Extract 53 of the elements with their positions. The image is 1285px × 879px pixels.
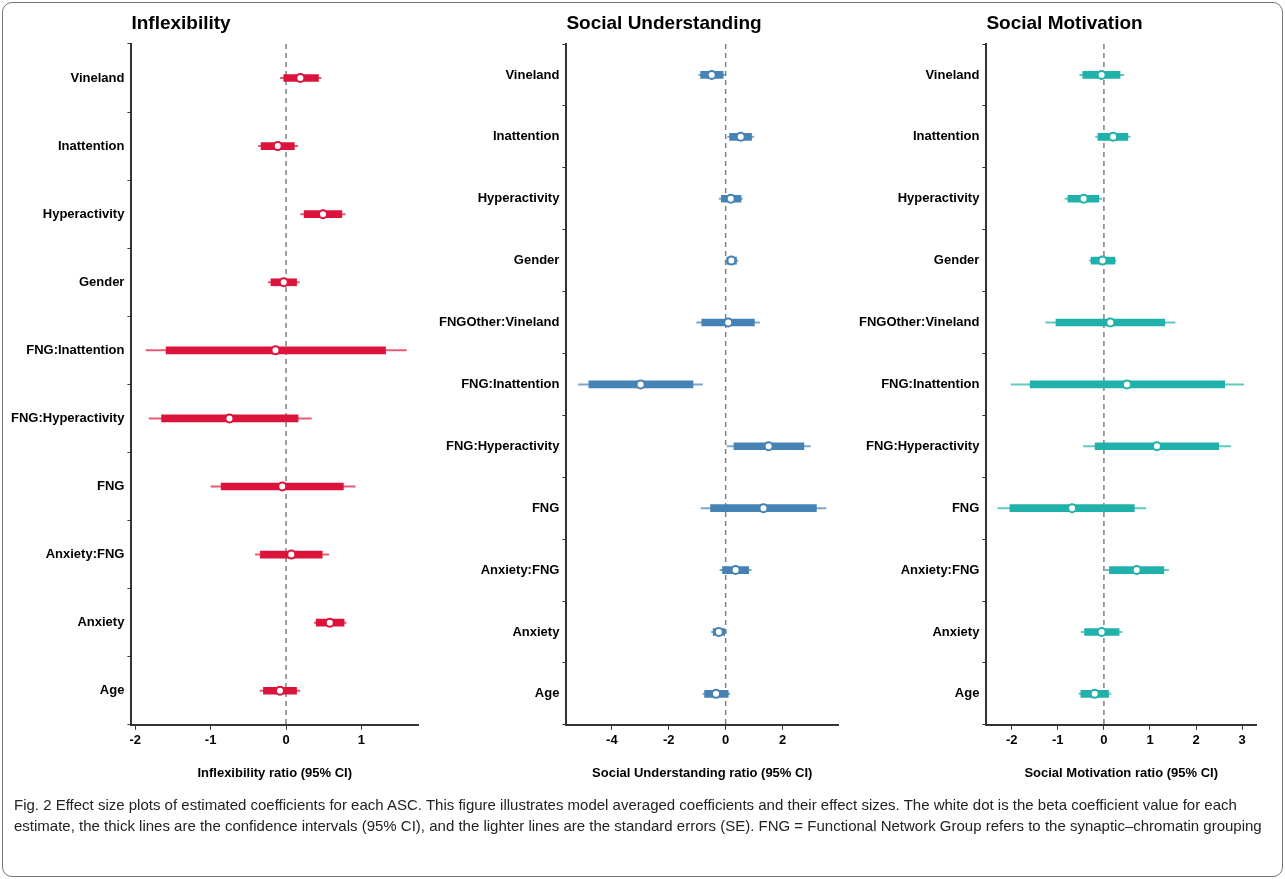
x-tick-label: 1 bbox=[357, 732, 366, 748]
x-tick-label: -2 bbox=[662, 732, 675, 748]
chart-title: Inflexibility bbox=[131, 11, 232, 33]
x-tick-label: 2 bbox=[1192, 732, 1200, 748]
x-tick-label: 2 bbox=[778, 732, 787, 748]
y-tick-label: Inattention bbox=[492, 128, 560, 144]
chart-title: Social Understanding bbox=[566, 11, 762, 33]
y-tick-label: Vineland bbox=[70, 69, 125, 85]
x-axis-title: Social Understanding ratio (95% CI) bbox=[592, 764, 813, 780]
y-tick-label: Gender bbox=[78, 273, 125, 289]
x-tick-label: -2 bbox=[129, 732, 141, 748]
y-tick-label: FNG:Inattention bbox=[461, 375, 560, 391]
y-tick-label: Anxiety:FNG bbox=[900, 561, 980, 577]
y-tick-label: Hyperactivity bbox=[477, 190, 561, 206]
y-tick-label: Anxiety bbox=[512, 623, 561, 639]
y-tick-label: Inattention bbox=[912, 128, 980, 144]
y-tick-label: FNGOther:Vineland bbox=[438, 314, 560, 330]
y-tick-label: Vineland bbox=[505, 66, 560, 82]
y-tick-label: Age bbox=[534, 685, 560, 701]
y-tick-label: Gender bbox=[513, 252, 560, 268]
y-tick-label: FNG bbox=[531, 499, 560, 515]
y-tick-label: Inattention bbox=[57, 137, 125, 153]
chart-title: Social Motivation bbox=[986, 11, 1143, 33]
y-tick-label: Anxiety bbox=[77, 614, 126, 630]
x-axis-title: Inflexibility ratio (95% CI) bbox=[197, 764, 353, 780]
y-tick-label: Anxiety:FNG bbox=[480, 561, 560, 577]
y-tick-label: FNG bbox=[96, 478, 125, 494]
x-tick-label: 0 bbox=[282, 732, 290, 748]
y-tick-label: Vineland bbox=[925, 66, 980, 82]
y-tick-label: Hyperactivity bbox=[897, 190, 981, 206]
y-tick-label: Anxiety bbox=[932, 623, 981, 639]
x-axis-title: Social Motivation ratio (95% CI) bbox=[1024, 764, 1218, 780]
x-tick-label: -1 bbox=[204, 732, 217, 748]
y-tick-label: Gender bbox=[933, 252, 980, 268]
y-tick-label: FNG bbox=[951, 499, 980, 515]
y-tick-label: Age bbox=[99, 682, 125, 698]
x-tick-label: -4 bbox=[606, 732, 619, 748]
y-tick-label: Anxiety:FNG bbox=[45, 546, 125, 562]
x-tick-label: 0 bbox=[722, 732, 730, 748]
x-tick-label: 1 bbox=[1146, 732, 1154, 748]
x-tick-label: -1 bbox=[1052, 732, 1064, 748]
x-tick-label: 0 bbox=[1100, 732, 1108, 748]
y-tick-label: FNG:Hyperactivity bbox=[865, 437, 981, 453]
y-tick-label: Age bbox=[954, 685, 980, 701]
y-tick-label: FNG:Inattention bbox=[26, 341, 125, 357]
y-tick-label: FNG:Inattention bbox=[881, 375, 980, 391]
y-tick-label: FNG:Hyperactivity bbox=[445, 437, 561, 453]
x-tick-label: -2 bbox=[1005, 732, 1018, 748]
caption: Fig. 2 Effect size plots of estimated coefficients for each ASC. This figure illustrates model averaged coefficients and their effect sizes. The white dot is the beta coefficient value for each estimate, the thick lines are the confidence intervals (95% CI), and the lighter lines are the standard errors (SE). FNG = Functional Network Group refers to the synaptic–chromatin grouping bbox=[14, 795, 1263, 836]
y-tick-label: Hyperactivity bbox=[42, 205, 126, 221]
x-tick-label: 3 bbox=[1238, 732, 1246, 748]
y-tick-label: FNG:Hyperactivity bbox=[11, 410, 126, 426]
y-tick-label: FNGOther:Vineland bbox=[858, 314, 980, 330]
